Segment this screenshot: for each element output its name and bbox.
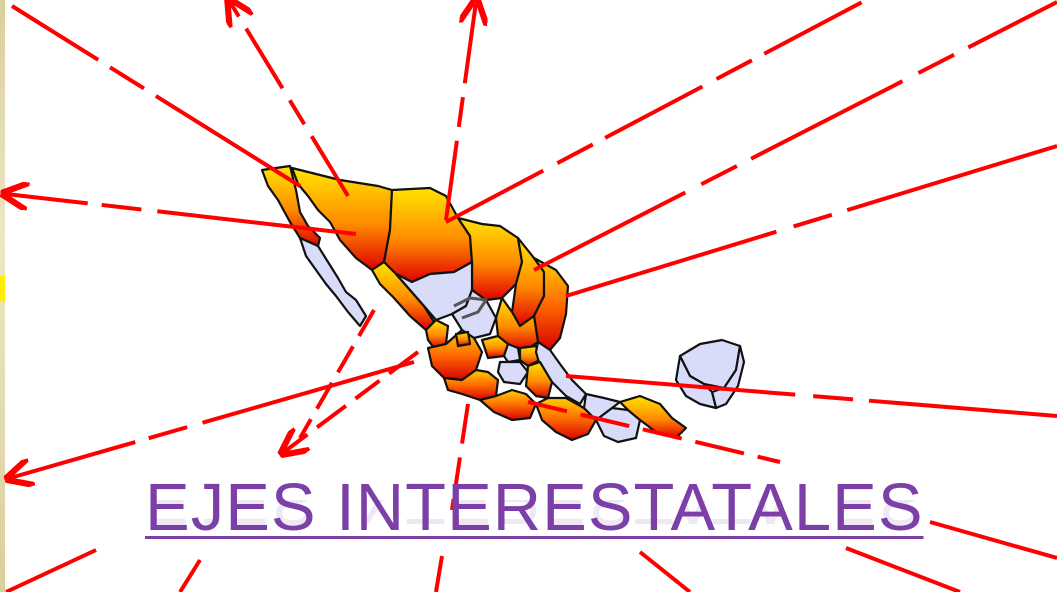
arrow-south-center — [450, 403, 470, 511]
state-aguascalientes — [454, 330, 472, 348]
arrow-bottom-right-1 — [638, 550, 692, 592]
state-queretaro — [502, 342, 522, 364]
arrow-east-lower — [565, 374, 1057, 418]
state-baja-california — [260, 164, 322, 248]
arrow-bottom-right-2 — [845, 546, 961, 592]
mexico-map — [260, 164, 746, 444]
arrow-east-upper — [565, 144, 1057, 298]
arrow-bottom-right-3 — [929, 520, 1057, 560]
state-tabasco — [582, 392, 622, 422]
arrow-bottom-left — [5, 548, 97, 592]
state-baja-california-sur — [298, 236, 368, 328]
state-mexico — [496, 360, 530, 386]
arrow-southeast-short — [527, 400, 781, 464]
arrow-southwest-left — [10, 360, 415, 478]
state-michoacan — [442, 368, 500, 402]
arrow-southwest-inner — [298, 308, 376, 440]
state-campeche — [618, 394, 688, 440]
slide-title: EJES INTERESTATALES — [145, 470, 924, 545]
arrow-bottom-center — [434, 555, 444, 592]
state-chihuahua — [382, 186, 474, 284]
arrow-northeast-1 — [445, 0, 867, 224]
left-edge-marker — [0, 276, 5, 302]
arrow-northeast-2 — [533, 0, 1057, 272]
state-sonora — [290, 166, 394, 272]
title-block: EJES INTERESTATALES EJES INTERESTATALES — [145, 468, 915, 578]
arrow-northwest-top — [230, 2, 350, 198]
state-border-accent — [453, 296, 488, 320]
arrow-west — [6, 194, 357, 236]
state-coahuila — [456, 216, 524, 302]
arrow-bottom-left-2 — [178, 558, 202, 592]
arrow-southwest-center — [284, 350, 420, 452]
arrow-north — [444, 2, 476, 221]
arrow-northwest-left — [10, 4, 302, 188]
connection-arrows — [6, 0, 1057, 592]
